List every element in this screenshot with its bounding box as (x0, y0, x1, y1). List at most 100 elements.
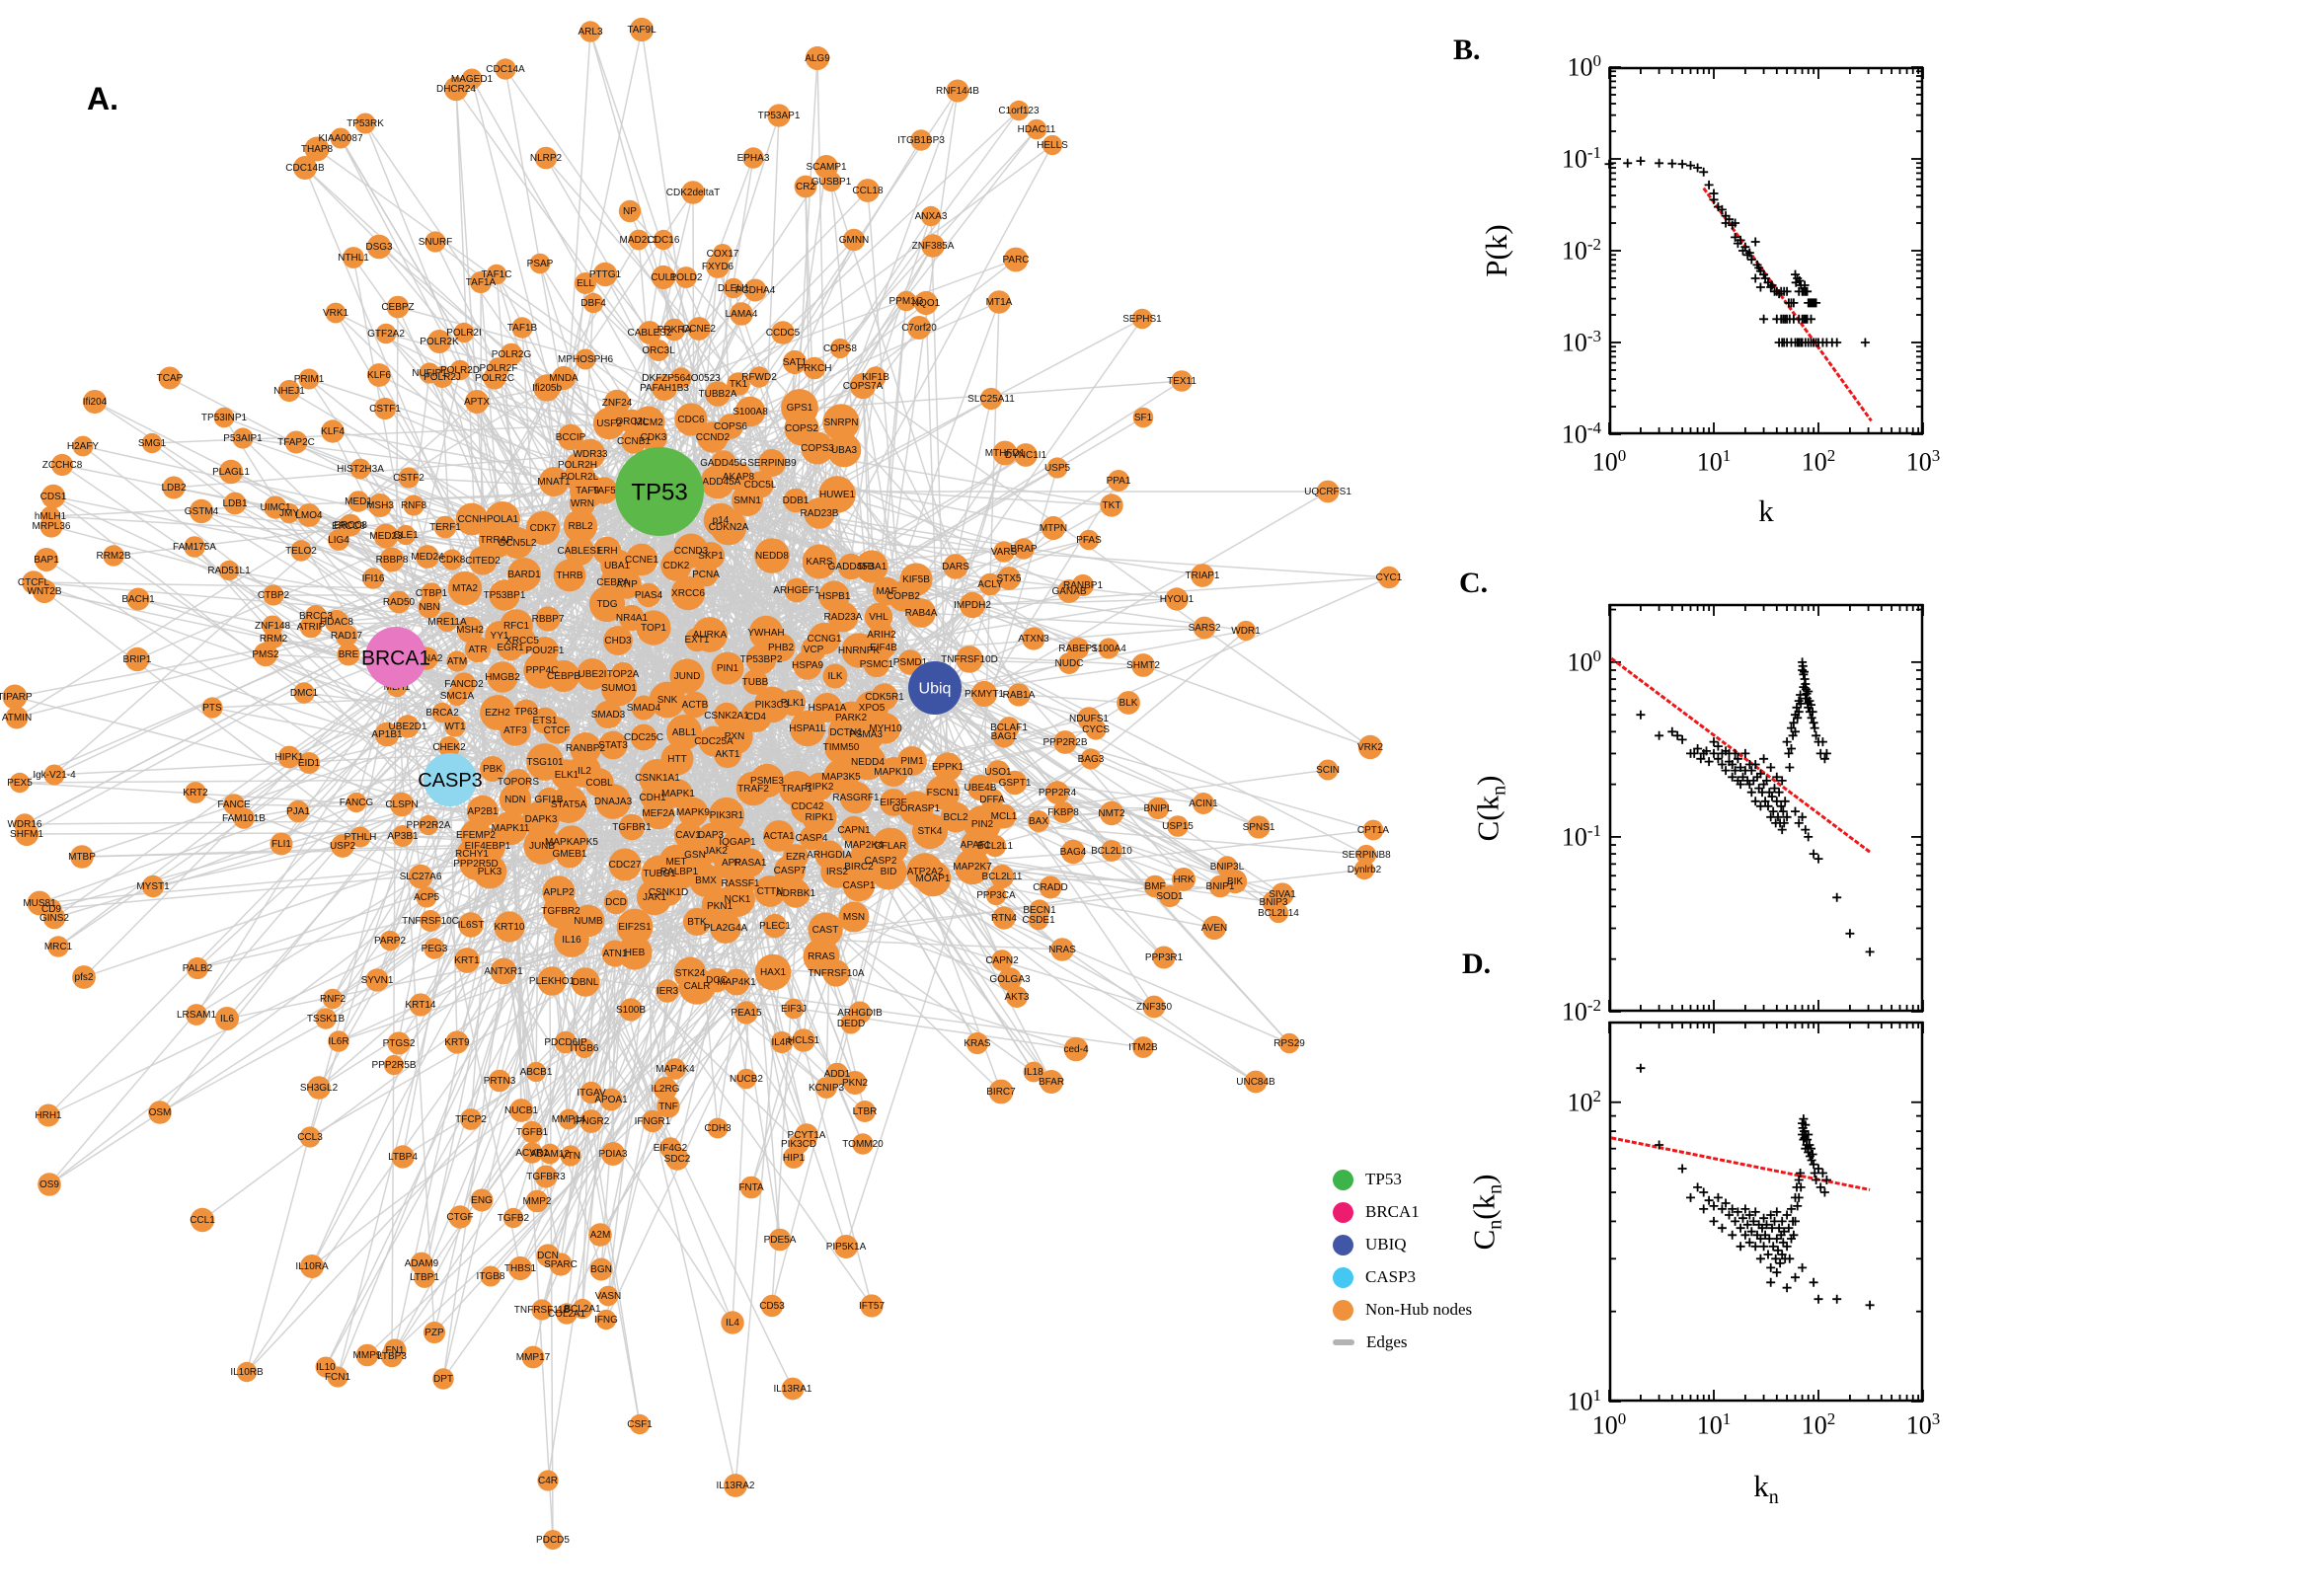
tp53-dot-icon (1333, 1169, 1353, 1190)
svg-text:PPP2R5B: PPP2R5B (371, 1060, 416, 1071)
svg-text:HDAC11: HDAC11 (1018, 124, 1056, 135)
x-tick-label: 100 (1591, 1409, 1627, 1440)
svg-text:GSTM4: GSTM4 (185, 506, 219, 517)
svg-text:SUMO1: SUMO1 (601, 683, 637, 694)
svg-text:IFT57: IFT57 (859, 1301, 886, 1312)
svg-text:MSN: MSN (843, 912, 865, 923)
svg-text:FKBP8: FKBP8 (1047, 807, 1079, 818)
svg-text:SDC2: SDC2 (664, 1154, 691, 1165)
svg-text:GORASP1: GORASP1 (892, 803, 941, 814)
svg-text:AKT3: AKT3 (1004, 992, 1029, 1003)
svg-text:EPHA3: EPHA3 (737, 153, 770, 164)
svg-text:PRKCH: PRKCH (797, 363, 831, 374)
svg-text:HRH1: HRH1 (35, 1110, 62, 1121)
svg-text:ZNF148: ZNF148 (255, 621, 291, 632)
svg-text:BMX: BMX (695, 875, 717, 886)
svg-text:IER3: IER3 (656, 986, 679, 997)
svg-text:CITED2: CITED2 (465, 556, 501, 567)
svg-text:DCD: DCD (605, 897, 627, 908)
svg-text:RNF144B: RNF144B (936, 86, 979, 97)
svg-text:CYC1: CYC1 (1376, 572, 1403, 583)
svg-text:MNAT1: MNAT1 (537, 477, 571, 488)
svg-text:TCAP: TCAP (157, 373, 184, 384)
svg-text:POU2F1: POU2F1 (526, 646, 565, 656)
svg-text:CDK2deltaT: CDK2deltaT (666, 188, 720, 198)
svg-text:IL18: IL18 (1024, 1067, 1043, 1078)
svg-text:HNRNPK: HNRNPK (838, 646, 881, 656)
svg-text:GLE1: GLE1 (393, 530, 419, 541)
svg-text:PIM1: PIM1 (900, 756, 924, 767)
panel-a-label: A. (87, 81, 118, 116)
axis-ticks (1608, 66, 1924, 435)
svg-text:EIF4G2: EIF4G2 (654, 1143, 688, 1154)
svg-text:MTA2: MTA2 (452, 583, 478, 594)
svg-text:CHD3: CHD3 (604, 636, 632, 646)
svg-text:GINS2: GINS2 (39, 913, 69, 924)
svg-text:MAD2L1: MAD2L1 (620, 235, 658, 246)
svg-text:GTF2A2: GTF2A2 (367, 329, 405, 340)
svg-text:TNFRSF10C: TNFRSF10C (402, 916, 459, 927)
svg-text:NDUFS1: NDUFS1 (1069, 714, 1109, 724)
svg-text:TKT: TKT (1103, 500, 1121, 511)
hub-tp53 (615, 447, 704, 536)
svg-text:MED23: MED23 (369, 531, 403, 542)
svg-text:S100A4: S100A4 (1091, 644, 1126, 654)
svg-text:CABLES2: CABLES2 (627, 328, 671, 339)
svg-text:ELL: ELL (577, 278, 594, 289)
x-tick-label: 101 (1696, 1409, 1732, 1440)
svg-text:CCL1: CCL1 (190, 1215, 215, 1226)
svg-text:IL6R: IL6R (328, 1036, 348, 1047)
svg-text:Ifi204: Ifi204 (83, 397, 108, 408)
svg-text:CTBP1: CTBP1 (416, 588, 448, 599)
svg-text:ZNF24: ZNF24 (602, 398, 633, 409)
svg-text:BCL2L1: BCL2L1 (977, 841, 1014, 852)
svg-text:ATRIP: ATRIP (297, 622, 326, 633)
svg-text:P53AIP1: P53AIP1 (223, 433, 263, 444)
svg-text:MET: MET (665, 857, 686, 868)
svg-text:PBK: PBK (483, 764, 502, 775)
svg-text:BACH1: BACH1 (121, 594, 155, 605)
svg-text:THRB: THRB (556, 570, 583, 581)
svg-text:p14: p14 (713, 515, 730, 526)
data-points (1636, 657, 1875, 956)
svg-text:CD4: CD4 (746, 712, 766, 722)
svg-text:TP53INP1: TP53INP1 (201, 413, 248, 423)
svg-text:EXT1: EXT1 (684, 635, 709, 646)
svg-text:MAPKAPK5: MAPKAPK5 (545, 837, 598, 848)
svg-text:HIST2H3A: HIST2H3A (337, 464, 384, 475)
svg-text:JUND: JUND (674, 671, 701, 682)
svg-text:HSPB1: HSPB1 (818, 591, 851, 602)
svg-text:RTN4: RTN4 (991, 913, 1017, 924)
svg-text:POLR2I: POLR2I (446, 328, 482, 339)
svg-text:PSMA3: PSMA3 (849, 729, 883, 740)
svg-text:YWHAH: YWHAH (747, 628, 784, 639)
svg-text:PIN1: PIN1 (717, 663, 739, 674)
svg-text:POLD2: POLD2 (670, 272, 703, 283)
svg-text:ATR: ATR (468, 645, 487, 655)
svg-text:DCTN1: DCTN1 (829, 727, 863, 738)
svg-text:TFCP2: TFCP2 (455, 1114, 487, 1125)
svg-text:ITGB1BP3: ITGB1BP3 (897, 135, 945, 146)
svg-text:MT1A: MT1A (986, 297, 1013, 308)
svg-text:CCNE1: CCNE1 (625, 555, 658, 566)
svg-text:SYVN1: SYVN1 (361, 975, 394, 986)
svg-text:JAK2: JAK2 (704, 846, 728, 857)
svg-text:JAK1: JAK1 (643, 892, 666, 903)
svg-text:TAF5: TAF5 (592, 486, 616, 496)
svg-text:CTGF: CTGF (446, 1212, 473, 1223)
svg-text:ACTA1: ACTA1 (763, 831, 795, 842)
svg-text:Dynlrb2: Dynlrb2 (1348, 865, 1382, 875)
svg-text:CRADD: CRADD (1033, 882, 1068, 893)
svg-text:WNT2B: WNT2B (28, 586, 62, 597)
svg-text:ERCC6: ERCC6 (332, 521, 365, 532)
svg-text:ADAM12: ADAM12 (530, 1149, 570, 1160)
svg-text:STK4: STK4 (917, 826, 942, 837)
svg-text:POLR2J: POLR2J (424, 372, 461, 383)
svg-text:CDH1: CDH1 (639, 793, 666, 803)
panel_d-plot (1608, 1021, 1924, 1403)
svg-text:PIK3R1: PIK3R1 (710, 810, 744, 821)
svg-text:MCL1: MCL1 (991, 811, 1018, 822)
svg-text:BNIP3L: BNIP3L (1210, 862, 1245, 873)
svg-text:CDC14A: CDC14A (486, 64, 525, 75)
svg-text:GUSBP1: GUSBP1 (811, 177, 852, 188)
